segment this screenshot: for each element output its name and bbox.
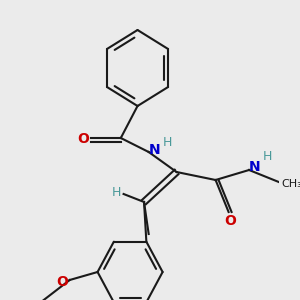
Text: H: H: [163, 136, 172, 148]
Text: N: N: [148, 143, 160, 157]
Text: O: O: [56, 275, 68, 289]
Text: N: N: [249, 160, 260, 174]
Text: H: H: [112, 185, 121, 199]
Text: H: H: [263, 149, 272, 163]
Text: CH₃: CH₃: [281, 179, 300, 189]
Text: O: O: [78, 132, 90, 146]
Text: O: O: [224, 214, 236, 228]
